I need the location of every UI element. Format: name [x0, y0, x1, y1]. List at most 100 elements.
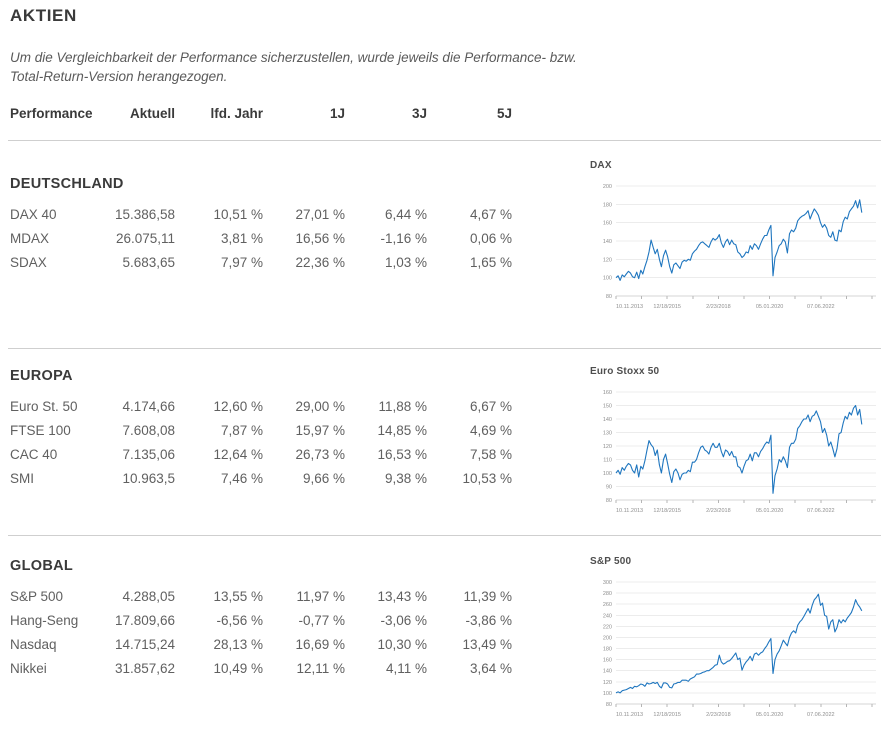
table-column-header: Performance Aktuell lfd. Jahr 1J 3J 5J [10, 106, 512, 121]
svg-text:200: 200 [603, 184, 612, 190]
value-cell: -6,56 % [216, 613, 263, 628]
index-table: DAX 40 15.386,58 10,51 % 27,01 % 6,44 % 4,67 … [10, 203, 515, 275]
value-cell: 9,38 % [384, 471, 427, 486]
value-cell: 16,53 % [377, 447, 427, 462]
value-cell: -3,06 % [380, 613, 427, 628]
index-name: Nikkei [10, 661, 47, 676]
svg-text:160: 160 [603, 658, 612, 664]
svg-text:90: 90 [606, 485, 612, 491]
index-name: CAC 40 [10, 447, 58, 462]
column-header-performance: Performance [10, 106, 93, 121]
value-cell: 26.075,11 [115, 231, 175, 246]
value-cell: 11,97 % [296, 589, 345, 604]
index-name: DAX 40 [10, 207, 57, 222]
value-cell: 1,03 % [384, 255, 427, 270]
value-cell: 15,97 % [295, 423, 345, 438]
svg-text:300: 300 [603, 580, 612, 586]
value-cell: 0,06 % [469, 231, 512, 246]
svg-text:12/18/2015: 12/18/2015 [653, 304, 681, 310]
column-header-lfd-jahr: lfd. Jahr [210, 106, 263, 121]
svg-text:05.01.2020: 05.01.2020 [756, 508, 784, 514]
svg-text:140: 140 [603, 417, 612, 423]
column-header-1j: 1J [329, 106, 345, 121]
table-row: MDAX 26.075,11 3,81 % 16,56 % -1,16 % 0,06 % [10, 227, 515, 251]
svg-text:140: 140 [603, 239, 612, 245]
svg-text:180: 180 [603, 202, 612, 208]
euro-stoxx-line-chart: 80 90 100 110 120 130 140 150 160 10.11.2013 12/18… [590, 387, 882, 517]
value-cell: 3,64 % [469, 661, 512, 676]
value-cell: 7,97 % [220, 255, 263, 270]
value-cell: 10,49 % [213, 661, 263, 676]
value-cell: 14.715,24 [114, 637, 175, 652]
svg-text:2/23/2018: 2/23/2018 [706, 712, 730, 718]
chart-line-series [615, 199, 863, 281]
svg-text:2/23/2018: 2/23/2018 [706, 304, 730, 310]
value-cell: 5.683,65 [122, 255, 175, 270]
value-cell: -3,86 % [465, 613, 512, 628]
index-name: Euro St. 50 [10, 399, 78, 414]
svg-text:12/18/2015: 12/18/2015 [653, 712, 681, 718]
section-deutschland: DEUTSCHLAND DAX 40 15.386,58 10,51 % 27,01 … [10, 174, 515, 275]
index-table: S&P 500 4.288,05 13,55 % 11,97 % 13,43 % 11,3… [10, 585, 515, 681]
value-cell: 10,30 % [377, 637, 427, 652]
value-cell: 4,67 % [469, 207, 512, 222]
value-cell: 31.857,62 [114, 661, 175, 676]
sp500-chart-block: S&P 500 80 100 120 140 160 180 200 220 240 260 280… [590, 556, 882, 721]
svg-text:160: 160 [603, 390, 612, 396]
chart-title-sp500: S&P 500 [590, 556, 632, 567]
page-title: AKTIEN [10, 6, 77, 25]
index-name: FTSE 100 [10, 423, 71, 438]
svg-text:10.11.2013: 10.11.2013 [616, 712, 643, 718]
table-row: SDAX 5.683,65 7,97 % 22,36 % 1,03 % 1,65 % [10, 251, 515, 275]
value-cell: 6,44 % [384, 207, 427, 222]
svg-text:260: 260 [603, 602, 612, 608]
value-cell: 15.386,58 [114, 207, 175, 222]
value-cell: 11,39 % [463, 589, 512, 604]
svg-text:80: 80 [606, 294, 612, 300]
value-cell: -1,16 % [380, 231, 427, 246]
value-cell: 4,69 % [469, 423, 512, 438]
value-cell: 1,65 % [469, 255, 512, 270]
page-description: Um die Vergleichbarkeit der Performance … [10, 50, 577, 84]
dax-line-chart: 80 100 120 140 160 180 200 10.11.2013 12/18/2015… [590, 181, 882, 313]
table-row: CAC 40 7.135,06 12,64 % 26,73 % 16,53 % 7,58 … [10, 443, 515, 467]
value-cell: 10,53 % [462, 471, 512, 486]
index-name: SDAX [10, 255, 47, 270]
value-cell: 11,88 % [378, 399, 427, 414]
section-divider [8, 140, 881, 141]
svg-text:10.11.2013: 10.11.2013 [616, 508, 643, 514]
value-cell: 6,67 % [469, 399, 512, 414]
chart-line-series [615, 404, 863, 494]
svg-text:80: 80 [606, 702, 612, 708]
value-cell: 26,73 % [295, 447, 345, 462]
value-cell: 7,58 % [469, 447, 512, 462]
table-row: FTSE 100 7.608,08 7,87 % 15,97 % 14,85 % 4,69… [10, 419, 515, 443]
chart-title-dax: DAX [590, 160, 612, 171]
svg-text:100: 100 [603, 471, 612, 477]
value-cell: 10.963,5 [122, 471, 175, 486]
section-divider [8, 348, 881, 349]
svg-text:110: 110 [603, 458, 612, 464]
table-row: DAX 40 15.386,58 10,51 % 27,01 % 6,44 % 4,67 … [10, 203, 515, 227]
sp500-line-chart: 80 100 120 140 160 180 200 220 240 260 280 300 10.11… [590, 577, 882, 721]
table-row: Hang-Seng 17.809,66 -6,56 % -0,77 % -3,06 % -… [10, 609, 515, 633]
value-cell: 14,85 % [377, 423, 427, 438]
svg-text:80: 80 [606, 498, 612, 504]
value-cell: 3,81 % [220, 231, 263, 246]
index-name: Hang-Seng [10, 613, 79, 628]
table-row: Euro St. 50 4.174,66 12,60 % 29,00 % 11,88 %… [10, 395, 515, 419]
value-cell: 4.288,05 [122, 589, 175, 604]
value-cell: 12,11 % [296, 661, 345, 676]
index-name: MDAX [10, 231, 50, 246]
value-cell: 12,64 % [213, 447, 263, 462]
value-cell: 27,01 % [295, 207, 345, 222]
value-cell: 7.135,06 [122, 447, 175, 462]
table-row: Nikkei 31.857,62 10,49 % 12,11 % 4,11 % 3,64 … [10, 657, 515, 681]
index-name: SMI [10, 471, 35, 486]
svg-text:140: 140 [603, 669, 612, 675]
value-cell: 4,11 % [385, 661, 427, 676]
value-cell: 29,00 % [295, 399, 345, 414]
svg-text:120: 120 [603, 444, 612, 450]
value-cell: 9,66 % [302, 471, 345, 486]
svg-text:100: 100 [603, 691, 612, 697]
